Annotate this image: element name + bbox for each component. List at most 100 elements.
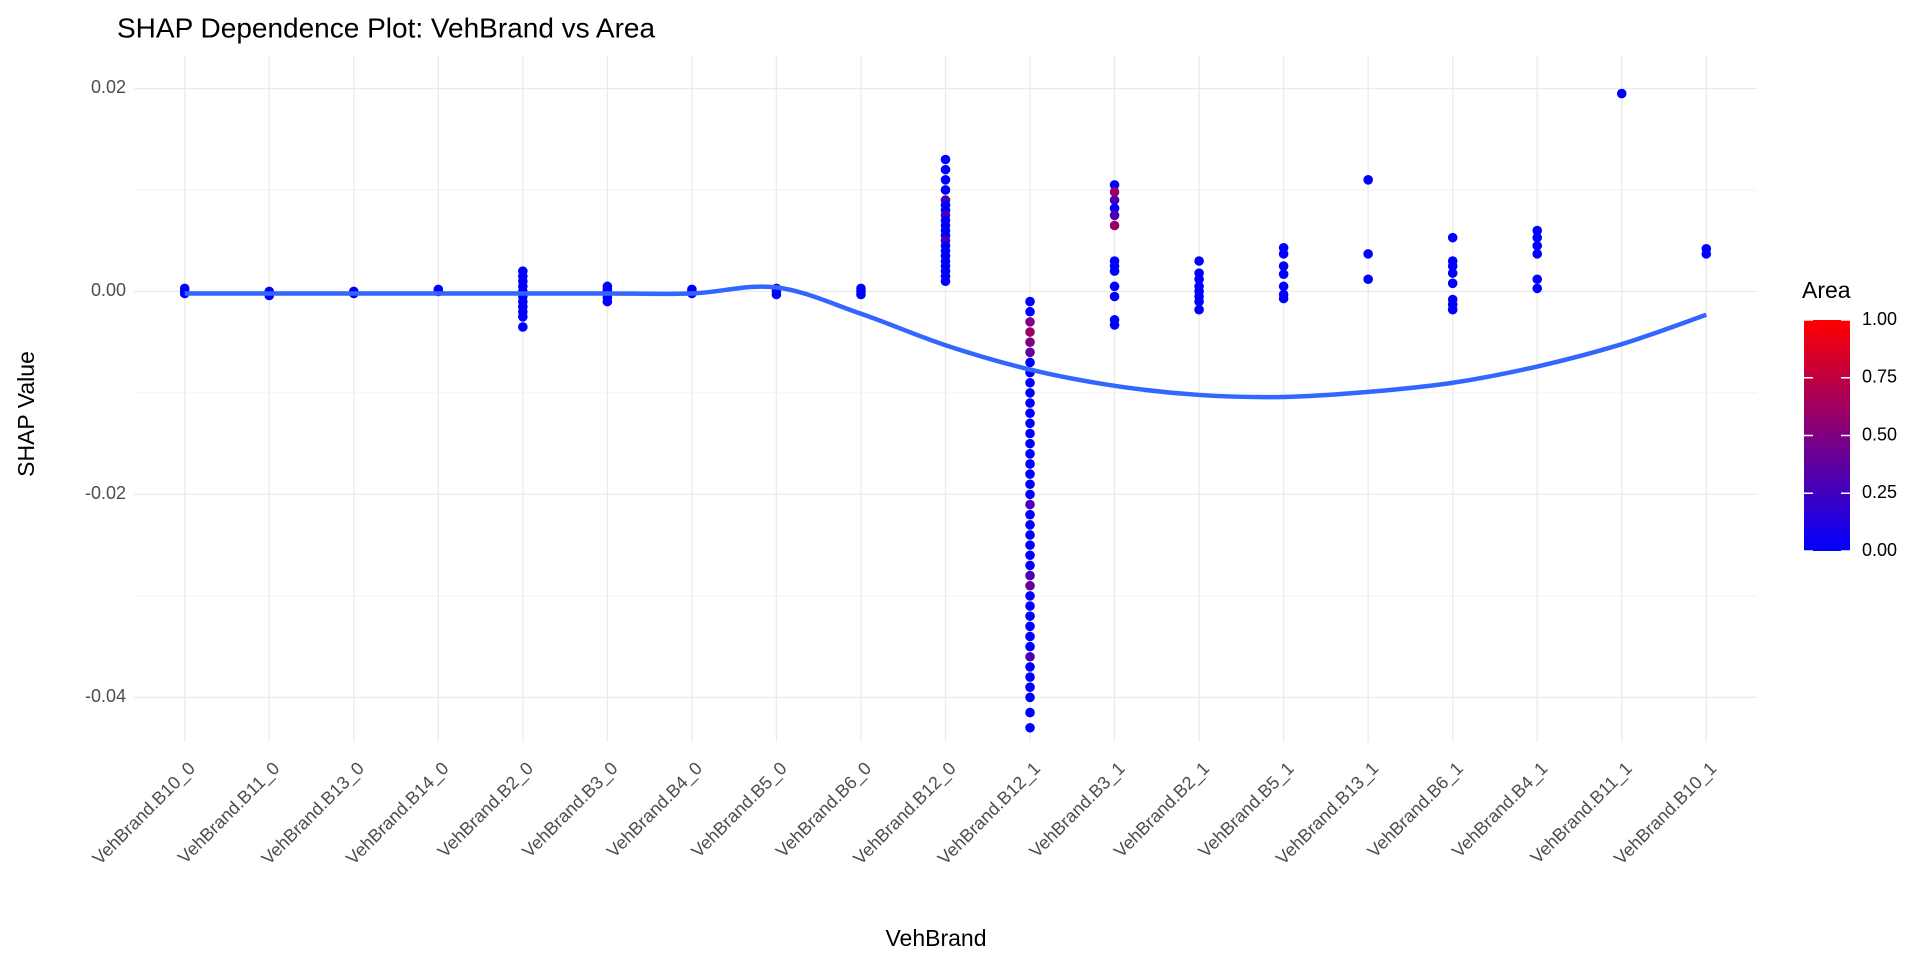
- point: [1025, 580, 1035, 591]
- point: [1025, 327, 1035, 337]
- point: [1278, 269, 1289, 279]
- point: [518, 322, 528, 332]
- point: [1025, 377, 1035, 388]
- point: [1109, 266, 1120, 276]
- point: [1109, 291, 1120, 302]
- point: [1025, 398, 1035, 408]
- point: [1025, 479, 1035, 490]
- y-tick-label: 0.02: [91, 77, 126, 97]
- point: [1447, 232, 1458, 243]
- point: [940, 276, 951, 287]
- legend-title: Area: [1802, 277, 1851, 303]
- point: [1532, 225, 1543, 236]
- point: [1701, 249, 1712, 259]
- point: [602, 296, 613, 307]
- point: [1532, 283, 1543, 294]
- point: [1025, 722, 1035, 733]
- legend-tick-label: 0.50: [1862, 424, 1897, 444]
- y-tick-label: 0.00: [91, 280, 126, 300]
- point: [1109, 195, 1120, 205]
- point: [1025, 448, 1035, 459]
- point: [1025, 621, 1035, 632]
- point: [1109, 180, 1120, 190]
- point: [1025, 388, 1035, 398]
- point: [1025, 707, 1035, 718]
- point: [1025, 306, 1035, 317]
- point: [1025, 530, 1035, 540]
- point: [1109, 187, 1120, 197]
- point: [1025, 499, 1035, 510]
- legend-tick-label: 0.75: [1862, 367, 1897, 387]
- point: [1025, 408, 1035, 419]
- point: [1194, 304, 1204, 315]
- point: [1363, 175, 1373, 185]
- point: [856, 289, 866, 300]
- legend-tick-label: 0.00: [1862, 540, 1897, 560]
- point: [1025, 692, 1035, 703]
- point: [1363, 274, 1373, 285]
- point: [1025, 489, 1035, 500]
- point: [771, 289, 782, 300]
- point: [1025, 337, 1035, 347]
- x-axis-title: VehBrand: [885, 925, 986, 951]
- smooth-line: [184, 284, 1708, 400]
- legend-tick-label: 1.00: [1862, 309, 1897, 329]
- point: [1532, 240, 1543, 251]
- point: [1447, 304, 1458, 315]
- point: [1363, 249, 1373, 259]
- point: [1447, 261, 1458, 271]
- point: [1025, 682, 1035, 693]
- point: [1278, 293, 1289, 304]
- point: [1109, 281, 1120, 292]
- point: [1109, 220, 1120, 231]
- point: [1109, 210, 1120, 221]
- point: [1025, 438, 1035, 449]
- point: [1025, 469, 1035, 479]
- point: [1025, 631, 1035, 642]
- point: [940, 154, 951, 165]
- point: [1025, 672, 1035, 682]
- point: [1278, 261, 1289, 271]
- point: [1025, 611, 1035, 621]
- point: [1194, 256, 1204, 266]
- point: [1025, 550, 1035, 561]
- point: [1025, 540, 1035, 550]
- point: [1025, 357, 1035, 368]
- point: [1025, 570, 1035, 581]
- point: [1025, 428, 1035, 439]
- point: [1616, 88, 1627, 99]
- point: [940, 185, 951, 195]
- point: [1532, 249, 1543, 259]
- point: [1194, 296, 1204, 307]
- y-tick-label: -0.02: [85, 483, 126, 503]
- point: [1278, 281, 1289, 292]
- point: [1447, 278, 1458, 289]
- point: [1194, 274, 1204, 285]
- point: [1025, 509, 1035, 520]
- point: [1025, 418, 1035, 429]
- point: [1025, 459, 1035, 469]
- point: [1025, 641, 1035, 652]
- point: [1109, 203, 1120, 214]
- point: [940, 164, 951, 175]
- chart-title: SHAP Dependence Plot: VehBrand vs Area: [117, 12, 655, 43]
- point: [1025, 296, 1035, 307]
- point: [1025, 560, 1035, 571]
- point: [1278, 249, 1289, 259]
- point: [1025, 651, 1035, 662]
- point: [1025, 317, 1035, 327]
- point: [940, 175, 951, 185]
- point: [1447, 268, 1458, 278]
- y-axis-title: SHAP Value: [13, 351, 39, 477]
- point: [1109, 320, 1120, 330]
- point: [1025, 520, 1035, 530]
- point: [518, 312, 528, 322]
- point: [1025, 347, 1035, 358]
- point: [1532, 274, 1543, 285]
- point: [1025, 601, 1035, 611]
- point: [1532, 232, 1543, 243]
- y-tick-label: -0.04: [85, 686, 126, 706]
- legend-tick-label: 0.25: [1862, 482, 1897, 502]
